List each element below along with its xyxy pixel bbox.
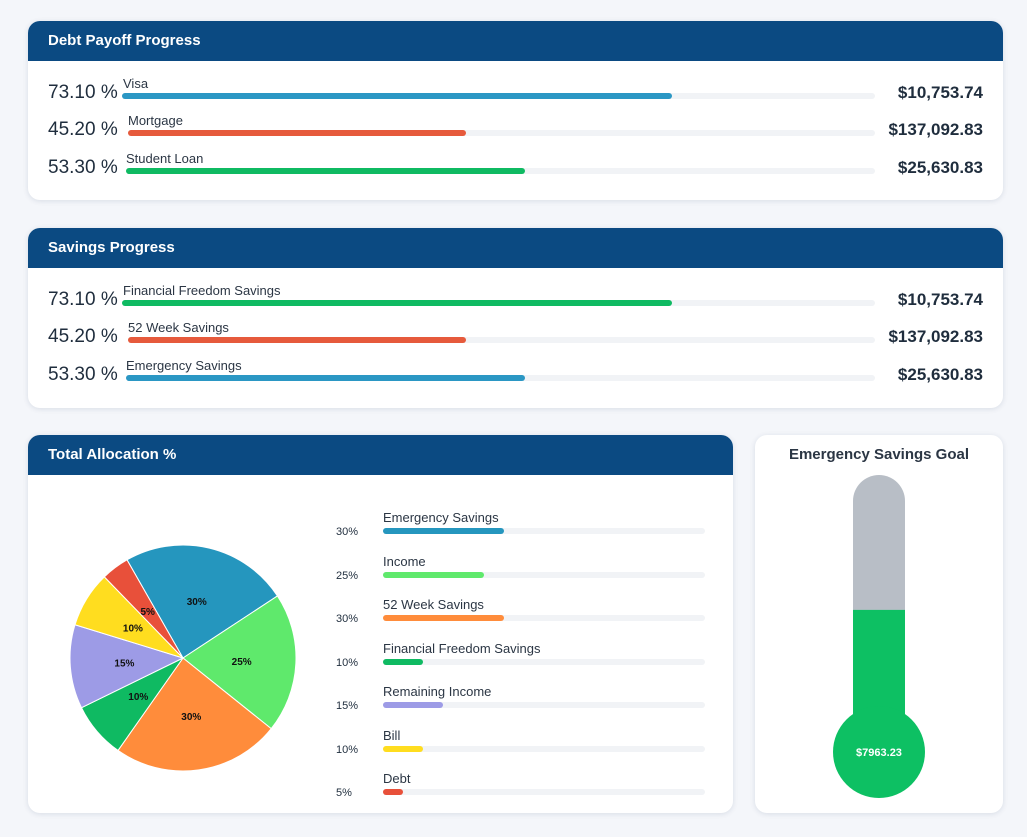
debt-amount: $10,753.74 [897, 83, 983, 102]
pie-slice-52-week-savings [117, 657, 272, 772]
pie-slice-label: 5% [140, 607, 155, 618]
allocation-legend-track [383, 528, 705, 534]
savings-progress-fill [126, 375, 526, 381]
allocation-legend-percent: 25% [336, 569, 359, 582]
allocation-legend-row: Remaining Income 15% [336, 684, 706, 727]
allocation-legend-label: 52 Week Savings [383, 597, 484, 612]
savings-amount: $137,092.83 [888, 327, 983, 346]
allocation-legend-row: Bill 10% [336, 728, 706, 771]
savings-progress-track [126, 375, 875, 381]
savings-label: 52 Week Savings [128, 320, 229, 335]
debt-progress-fill [126, 168, 526, 174]
allocation-legend-percent: 10% [336, 656, 359, 669]
debt-amount: $137,092.83 [888, 120, 983, 139]
debt-percent: 53.30 % [48, 157, 118, 178]
allocation-legend-label: Remaining Income [383, 684, 492, 699]
debt-progress-track [128, 130, 875, 136]
savings-progress-track [128, 337, 875, 343]
allocation-legend-fill [383, 528, 504, 534]
allocation-legend-label: Financial Freedom Savings [383, 640, 541, 656]
allocation-legend-fill [383, 702, 444, 708]
allocation-legend-row: Debt 5% [336, 771, 706, 813]
allocation-legend-track [383, 571, 705, 578]
allocation-legend-label: Bill [383, 727, 401, 743]
allocation-legend-row: 52 Week Savings 30% [336, 597, 706, 640]
debt-amount: $25,630.83 [897, 158, 983, 177]
savings-row-52-week: 45.20 % 52 Week Savings $137,092.83 [28, 320, 1003, 356]
thermometer-bulb [833, 706, 925, 798]
allocation-legend-row: Financial Freedom Savings 10% [336, 641, 706, 684]
savings-progress-fill [122, 300, 673, 306]
allocation-legend-track [383, 702, 705, 708]
debt-label: Student Loan [126, 151, 204, 166]
allocation-legend-track [383, 615, 705, 621]
debt-payoff-title: Debt Payoff Progress [28, 21, 1003, 61]
savings-progress-card: Savings Progress 73.10 % Financial Freed… [28, 228, 1003, 408]
debt-row-student-loan: 53.30 % Student Loan $25,630.83 [28, 151, 1003, 187]
pie-slice-label: 30% [187, 597, 207, 608]
savings-label: Financial Freedom Savings [123, 283, 281, 298]
allocation-legend-row: Emergency Savings 30% [336, 510, 706, 553]
savings-row-emergency: 53.30 % Emergency Savings $25,630.83 [28, 358, 1003, 394]
allocation-legend-fill [383, 571, 484, 578]
debt-percent: 45.20 % [48, 119, 118, 140]
pie-slice-income [182, 595, 297, 730]
allocation-legend-percent: 30% [336, 613, 359, 625]
allocation-legend-label: Debt [383, 771, 411, 786]
allocation-legend-label: Income [383, 553, 426, 569]
savings-progress-track [122, 300, 875, 306]
pie-slice-emergency-savings [126, 544, 279, 659]
savings-percent: 53.30 % [48, 364, 118, 385]
pie-slice-label: 30% [181, 712, 201, 723]
debt-row-visa: 73.10 % Visa $10,753.74 [28, 76, 1003, 112]
allocation-legend-row: Income 25% [336, 554, 706, 597]
allocation-legend-track [383, 745, 705, 752]
emergency-goal-value: $7963.23 [856, 747, 902, 759]
debt-payoff-card: Debt Payoff Progress 73.10 % Visa $10,75… [28, 21, 1003, 200]
pie-slice-label: 25% [232, 657, 252, 668]
pie-slice-remaining-income [69, 624, 185, 709]
debt-label: Mortgage [128, 113, 183, 128]
pie-slice-label: 10% [123, 623, 143, 634]
pie-slice-label: 15% [114, 659, 134, 670]
debt-progress-fill [122, 93, 673, 99]
allocation-pie-chart: 30% 25% 30% 10% 15% 10% 5% [69, 544, 297, 772]
savings-amount: $10,753.74 [897, 290, 983, 309]
allocation-legend-fill [383, 745, 424, 752]
savings-amount: $25,630.83 [897, 365, 983, 384]
savings-label: Emergency Savings [126, 358, 242, 373]
allocation-legend-fill [383, 615, 504, 621]
allocation-legend-track [383, 789, 705, 795]
allocation-legend-fill [383, 658, 424, 665]
total-allocation-card: Total Allocation % 30% 25% 30% 10% 15% 10% 5% … [28, 435, 733, 813]
allocation-legend-percent: 10% [336, 743, 359, 756]
savings-percent: 45.20 % [48, 326, 118, 347]
debt-percent: 73.10 % [48, 82, 118, 103]
allocation-legend-percent: 5% [336, 787, 352, 799]
allocation-legend-track [383, 658, 705, 665]
debt-row-mortgage: 45.20 % Mortgage $137,092.83 [28, 113, 1003, 149]
allocation-legend-fill [383, 789, 404, 795]
debt-progress-track [126, 168, 875, 174]
emergency-goal-card: Emergency Savings Goal $7963.23 [755, 435, 1003, 813]
savings-progress-fill [128, 337, 466, 343]
savings-progress-title: Savings Progress [28, 228, 1003, 268]
total-allocation-title: Total Allocation % [28, 435, 733, 475]
allocation-legend-percent: 15% [336, 700, 359, 712]
savings-percent: 73.10 % [48, 289, 118, 310]
debt-label: Visa [123, 76, 149, 91]
savings-row-financial-freedom: 73.10 % Financial Freedom Savings $10,75… [28, 283, 1003, 319]
pie-slice-label: 10% [128, 692, 148, 703]
emergency-goal-title: Emergency Savings Goal [788, 446, 970, 463]
allocation-legend-percent: 30% [336, 526, 359, 538]
pie-slice-debt [103, 559, 184, 659]
allocation-legend-label: Emergency Savings [383, 510, 499, 525]
thermometer-gauge: $7963.23 [833, 475, 925, 798]
debt-progress-fill [128, 130, 466, 136]
debt-progress-track [122, 93, 875, 99]
